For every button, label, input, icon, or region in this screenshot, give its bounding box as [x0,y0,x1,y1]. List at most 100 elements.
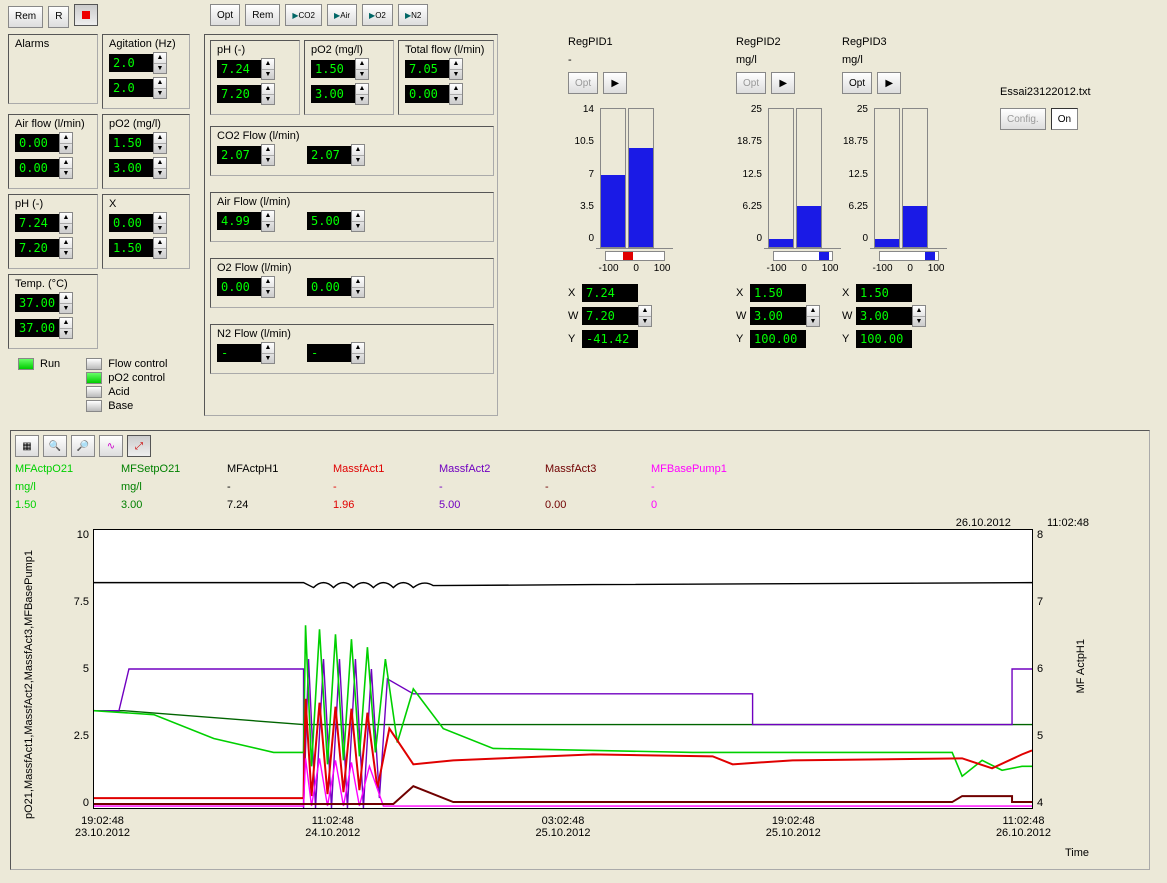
spinner[interactable]: ▲▼ [153,157,167,179]
pid-play-button[interactable]: ▶ [603,72,627,94]
ph2-val1[interactable]: 7.24 [217,60,261,78]
po2-1-val2[interactable]: 3.00 [109,159,153,177]
pid-play-button[interactable]: ▶ [877,72,901,94]
spinner[interactable]: ▲▼ [59,237,73,259]
spinner[interactable]: ▲▼ [59,157,73,179]
chart-axes-icon[interactable]: ⤢ [127,435,151,457]
n2flow-val1[interactable]: - [217,344,261,362]
po2-control-cb[interactable] [86,372,102,384]
co2flow-val2[interactable]: 2.07 [307,146,351,164]
spinner[interactable]: ▲▼ [153,237,167,259]
chart-trace-icon[interactable]: ∿ [99,435,123,457]
airflow2-val2[interactable]: 5.00 [307,212,351,230]
pid-opt-button[interactable]: Opt [842,72,872,94]
x-val2[interactable]: 1.50 [109,239,153,257]
spinner[interactable]: ▲▼ [153,77,167,99]
zoom-out-icon[interactable]: 🔎 [71,435,95,457]
spinner[interactable]: ▲▼ [153,52,167,74]
spinner[interactable]: ▲▼ [351,276,365,298]
spinner[interactable]: ▲▼ [351,342,365,364]
agitation-val1[interactable]: 2.0 [109,54,153,72]
spinner[interactable]: ▲▼ [351,210,365,232]
po2-1-val1[interactable]: 1.50 [109,134,153,152]
pid-opt-button[interactable]: Opt [736,72,766,94]
rem-button[interactable]: Rem [8,6,43,28]
spinner[interactable]: ▲▼ [59,132,73,154]
temp-panel: Temp. (°C) 37.00▲▼ 37.00▲▼ [8,274,98,349]
spinner[interactable]: ▲▼ [59,212,73,234]
po2-2-val2[interactable]: 3.00 [311,85,355,103]
spinner[interactable]: ▲▼ [261,83,275,105]
base-cb[interactable] [86,400,102,412]
legend-name: MFSetpO21 [121,463,227,475]
spinner[interactable]: ▲▼ [153,132,167,154]
pid-unit: mg/l [736,54,841,66]
airflow1-val2[interactable]: 0.00 [15,159,59,177]
pid-w[interactable]: 3.00 [750,307,806,325]
n2flow-val2[interactable]: - [307,344,351,362]
o2-button[interactable]: ▶O2 [362,4,393,26]
spinner[interactable]: ▲▼ [449,83,463,105]
air-button[interactable]: ▶Air [327,4,357,26]
pid-w[interactable]: 7.20 [582,307,638,325]
spinner[interactable]: ▲▼ [261,58,275,80]
config-button[interactable]: Config. [1000,108,1046,130]
chart-table-icon[interactable]: ▦ [15,435,39,457]
x-panel: X 0.00▲▼ 1.50▲▼ [102,194,190,269]
airflow2-val1[interactable]: 4.99 [217,212,261,230]
spinner[interactable]: ▲▼ [806,305,820,327]
spinner[interactable]: ▲▼ [59,292,73,314]
spinner[interactable]: ▲▼ [912,305,926,327]
acid-cb[interactable] [86,386,102,398]
alarms-panel: Alarms [8,34,98,104]
chart-plot[interactable] [93,529,1033,809]
ph1-val1[interactable]: 7.24 [15,214,59,232]
spinner[interactable]: ▲▼ [638,305,652,327]
x-tick: 19:02:4823.10.2012 [75,815,130,839]
pid-slider[interactable] [773,251,833,261]
opt-button[interactable]: Opt [210,4,240,26]
po2-2-val1[interactable]: 1.50 [311,60,355,78]
co2-button[interactable]: ▶CO2 [285,4,322,26]
spinner[interactable]: ▲▼ [351,144,365,166]
spinner[interactable]: ▲▼ [355,58,369,80]
on-button[interactable]: On [1051,108,1078,130]
temp-val2[interactable]: 37.00 [15,319,59,337]
airflow1-panel: Air flow (l/min) 0.00▲▼ 0.00▲▼ [8,114,98,189]
pid-play-button[interactable]: ▶ [771,72,795,94]
pid-w[interactable]: 3.00 [856,307,912,325]
pid-slider[interactable] [605,251,665,261]
run-cb[interactable] [18,358,34,370]
r-button[interactable]: R [48,6,69,28]
totalflow-val2[interactable]: 0.00 [405,85,449,103]
flow-control-cb[interactable] [86,358,102,370]
spinner[interactable]: ▲▼ [261,210,275,232]
spinner[interactable]: ▲▼ [261,276,275,298]
o2flow-val1[interactable]: 0.00 [217,278,261,296]
po2-2-panel: pO2 (mg/l) 1.50▲▼ 3.00▲▼ [304,40,394,115]
spinner[interactable]: ▲▼ [449,58,463,80]
spinner[interactable]: ▲▼ [59,317,73,339]
record-button[interactable] [74,4,98,26]
spinner[interactable]: ▲▼ [153,212,167,234]
chart-date: 26.10.2012 [956,517,1011,529]
zoom-in-icon[interactable]: 🔍 [43,435,67,457]
spinner[interactable]: ▲▼ [261,342,275,364]
spinner[interactable]: ▲▼ [355,83,369,105]
n2-button[interactable]: ▶N2 [398,4,428,26]
co2flow-val1[interactable]: 2.07 [217,146,261,164]
x-val1[interactable]: 0.00 [109,214,153,232]
pid-opt-button[interactable]: Opt [568,72,598,94]
pid-x: 1.50 [750,284,806,302]
agitation-val2[interactable]: 2.0 [109,79,153,97]
spinner[interactable]: ▲▼ [261,144,275,166]
ph2-val2[interactable]: 7.20 [217,85,261,103]
o2flow-val2[interactable]: 0.00 [307,278,351,296]
rem2-button[interactable]: Rem [245,4,280,26]
temp-val1[interactable]: 37.00 [15,294,59,312]
airflow1-val1[interactable]: 0.00 [15,134,59,152]
totalflow-val1[interactable]: 7.05 [405,60,449,78]
pid-slider[interactable] [879,251,939,261]
ph1-val2[interactable]: 7.20 [15,239,59,257]
legend-unit: - [651,481,757,493]
